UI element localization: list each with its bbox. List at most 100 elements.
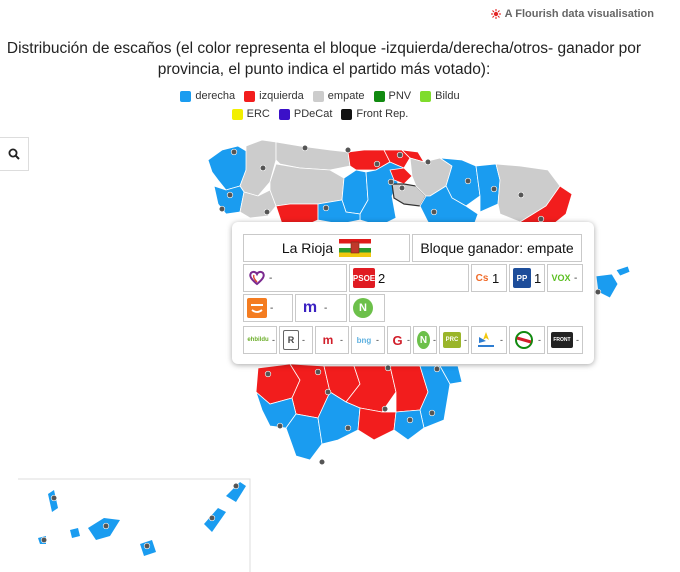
map-dot [322,204,330,212]
party-cell-pp: PP 1 [509,264,545,292]
party-seats: - [433,335,436,345]
map-dot [40,536,48,544]
flourish-credit[interactable]: A Flourish data visualisation [490,8,654,20]
party-seats: - [270,302,274,314]
map-dot [264,370,272,378]
map-dot [381,405,389,413]
map-dot [464,177,472,185]
map-dot [406,416,414,424]
legend-swatch [231,108,243,120]
prc-logo: PRC [443,332,461,348]
tooltip-bloc-text: Bloque ganador: empate [420,240,574,256]
province-bizkaia[interactable] [383,149,411,169]
party-seats: - [464,335,467,345]
island-tenerife[interactable] [88,518,120,540]
province-cadiz[interactable] [285,413,323,461]
mes-logo: m [302,299,318,316]
legend-item-derecha[interactable]: derecha [180,90,235,102]
map-dot [314,368,322,376]
map-dot [318,458,326,466]
legend-swatch [420,90,432,102]
province-pontevedra[interactable] [213,185,245,215]
legend-item-pnv[interactable]: PNV [373,90,411,102]
province-lugo[interactable] [239,139,277,197]
party-seats: - [302,335,305,345]
map-dot [424,158,432,166]
province-valladolid[interactable] [317,199,361,225]
legend-item-erc[interactable]: ERC [231,108,270,120]
party-seats: - [269,272,273,284]
legend-item-front-rep[interactable]: Front Rep. [341,108,408,120]
title-line-2: provincia, el punto indica el partido má… [157,61,491,78]
province-alava[interactable] [389,167,413,185]
na-plus-logo: N [353,298,373,318]
party-cell-navarra-suma: N - [413,326,437,354]
map-dot [230,148,238,156]
party-cell-cc: G - [387,326,411,354]
pp-logo: PP [513,268,531,288]
party-seats: - [376,335,379,345]
party-cell-front-republica: FRONT - [547,326,583,354]
province-leon[interactable] [269,163,345,207]
map-dot [517,191,525,199]
map-dot [430,208,438,216]
party-cell-erc: R - [279,326,313,354]
island-la-palma[interactable] [48,490,58,512]
map-dot [344,146,352,154]
map-dot [537,215,545,223]
island-fuerteventura[interactable] [204,508,226,532]
mas-pais-logo [247,298,267,318]
party-cell-mes: m - [295,294,347,322]
legend-item-empate[interactable]: empate [312,90,365,102]
legend-label: izquierda [259,90,304,102]
party-cell-mas-pais: - [243,294,293,322]
party-seats: 1 [534,270,542,286]
island-la-gomera[interactable] [70,528,80,538]
party-cell-podemos: - [243,264,347,292]
province-granada[interactable] [357,407,397,441]
party-cell-prc: PRC - [439,326,469,354]
legend-row-1: derecha izquierda empate PNV Bildu [160,90,480,102]
navarra-suma-logo: N [417,331,430,349]
psoe-logo: PSOE [353,268,375,288]
legend-item-izquierda[interactable]: izquierda [244,90,304,102]
tooltip-bloc-cell: Bloque ganador: empate [412,234,582,262]
map-dot [396,151,404,159]
canary-inset-frame [18,478,251,572]
province-almeria[interactable] [393,409,425,441]
province-tooltip: La Rioja Bloque ganador: empate - PSOE 2… [232,222,594,364]
credit-text: A Flourish data visualisation [504,8,654,20]
map-dot [226,191,234,199]
podemos-heart-icon [249,270,265,286]
island-lanzarote[interactable] [226,482,246,502]
coalicion-canaria-logo [478,332,494,347]
party-seats: - [324,302,328,314]
party-cell-na-plus: N [349,294,385,322]
legend-item-pdecat[interactable]: PDeCat [278,108,332,120]
legend-swatch [312,90,324,102]
party-cell-ehbildu: ehbildu - [243,326,277,354]
search-icon [8,148,20,160]
party-cell-vox: VOX - [547,264,583,292]
map-dot [276,422,284,430]
legend-label: derecha [195,90,236,102]
title-line-1: Distribución de escaños (el color repres… [6,40,642,57]
legend-item-bildu[interactable]: Bildu [420,90,460,102]
party-seats: 2 [378,270,386,286]
legend-swatch [180,90,192,102]
map-dot [50,494,58,502]
party-seats: - [538,335,541,345]
erc-logo: R [283,330,299,350]
map-dot [102,522,110,530]
island-menorca[interactable] [615,265,631,277]
vox-logo: VOX [551,273,571,283]
legend-label: Front Rep. [356,108,409,120]
province-asturias[interactable] [275,141,351,171]
province-alicante[interactable] [439,365,463,385]
legend-swatch [278,108,290,120]
chart-title: Distribución de escaños (el color repres… [0,38,648,80]
search-button[interactable] [0,137,29,171]
party-seats: - [500,335,503,345]
map-dot [143,542,151,550]
party-seats: - [576,335,579,345]
